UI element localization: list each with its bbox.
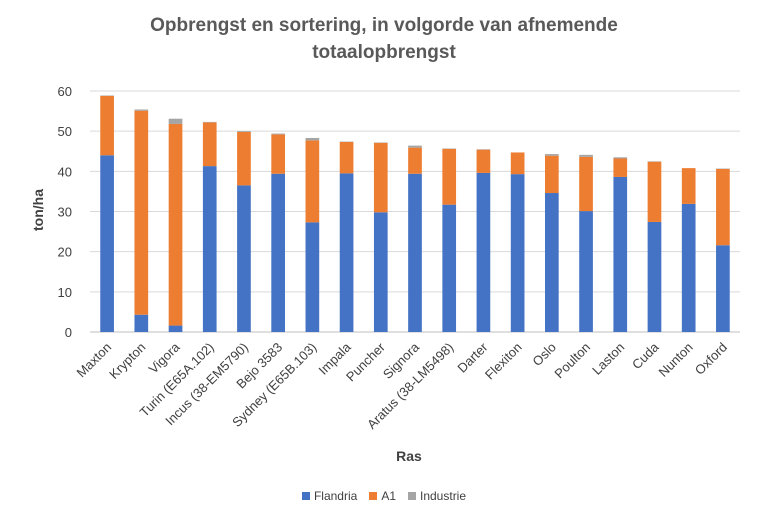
bar-segment — [579, 211, 593, 332]
bar-segment — [373, 142, 388, 213]
legend-swatch — [408, 492, 416, 500]
y-tick-label: 40 — [58, 164, 72, 179]
bar-segment — [476, 149, 491, 173]
legend-label: A1 — [381, 489, 396, 503]
chart-title: Opbrengst en sortering, in volgorde van … — [84, 12, 684, 66]
legend-item: Industrie — [408, 489, 466, 503]
bar-segment — [681, 168, 696, 204]
bar-segment — [339, 173, 354, 332]
x-tick-label: Oxford — [692, 340, 730, 378]
x-tick-label: Puncher — [343, 339, 388, 384]
x-tick-label: Krypton — [106, 340, 148, 382]
bar-segment — [305, 137, 320, 141]
x-tick-label: Oslo — [529, 340, 559, 370]
bar-segment — [339, 142, 354, 174]
bar-segment — [613, 157, 628, 159]
bar-segment — [237, 131, 251, 186]
bar-segment — [237, 131, 251, 132]
bar-segment — [373, 212, 388, 332]
bar-segment — [408, 173, 422, 332]
bar-segment — [681, 203, 696, 332]
y-tick-label: 50 — [58, 124, 72, 139]
bar-segment — [134, 109, 149, 111]
bar-segment — [134, 110, 149, 315]
bar-segment — [613, 158, 628, 177]
bar-segment — [202, 166, 217, 332]
x-tick-label: Nunton — [656, 340, 696, 380]
bar-segment — [408, 145, 422, 148]
gridlines — [90, 90, 740, 333]
chart-title-line2: totaalopbrengst — [312, 42, 456, 63]
bar-segment — [545, 154, 559, 156]
bar-segment — [579, 154, 593, 157]
bar-segment — [271, 133, 285, 135]
y-tick-label: 60 — [58, 84, 72, 99]
legend-label: Industrie — [420, 489, 467, 503]
bar-segment — [134, 314, 149, 332]
x-tick-label: Laston — [589, 340, 627, 378]
y-tick-label: 0 — [65, 325, 72, 340]
x-tick-label: Flexiton — [482, 340, 525, 383]
bar-segment — [237, 185, 251, 332]
bar-segment — [100, 95, 114, 156]
y-tick-labels: 0 10 20 30 40 50 60 — [58, 84, 72, 340]
x-axis-label: Ras — [396, 448, 422, 464]
bar-segment — [716, 168, 730, 246]
legend-swatch — [301, 492, 310, 500]
bar-segment — [442, 148, 457, 205]
bar-segment — [647, 221, 662, 332]
bar-segment — [579, 156, 593, 212]
bar-segment — [271, 173, 285, 332]
bar-segment — [168, 325, 183, 332]
bar-segment — [510, 174, 525, 332]
bar-segment — [168, 118, 183, 124]
bar-segment — [613, 176, 628, 332]
bar-segment — [168, 123, 183, 326]
y-tick-label: 10 — [58, 285, 72, 300]
legend-item: A1 — [369, 489, 396, 503]
y-axis-label: ton/ha — [30, 189, 46, 231]
x-tick-label: Poulton — [551, 340, 593, 382]
legend-item: Flandria — [301, 489, 358, 503]
bar-segment — [100, 155, 114, 332]
bars — [100, 95, 730, 332]
bar-segment — [442, 204, 457, 332]
bar-segment — [408, 147, 422, 174]
bar-segment — [305, 222, 320, 332]
y-tick-label: 20 — [58, 245, 72, 260]
bar-segment — [545, 193, 559, 332]
y-tick-label: 30 — [58, 205, 72, 220]
bar-segment — [647, 161, 662, 222]
bar-segment — [510, 152, 525, 175]
legend: Flandria A1 Industrie — [0, 489, 768, 503]
chart-title-line1: Opbrengst en sortering, in volgorde van … — [150, 15, 618, 36]
bar-segment — [202, 122, 217, 167]
bar-segment — [476, 172, 491, 332]
legend-swatch — [369, 492, 378, 500]
legend-label: Flandria — [313, 489, 358, 503]
bar-segment — [271, 134, 285, 174]
bar-segment — [716, 245, 730, 332]
bar-segment — [545, 155, 559, 194]
bar-segment — [305, 140, 320, 223]
